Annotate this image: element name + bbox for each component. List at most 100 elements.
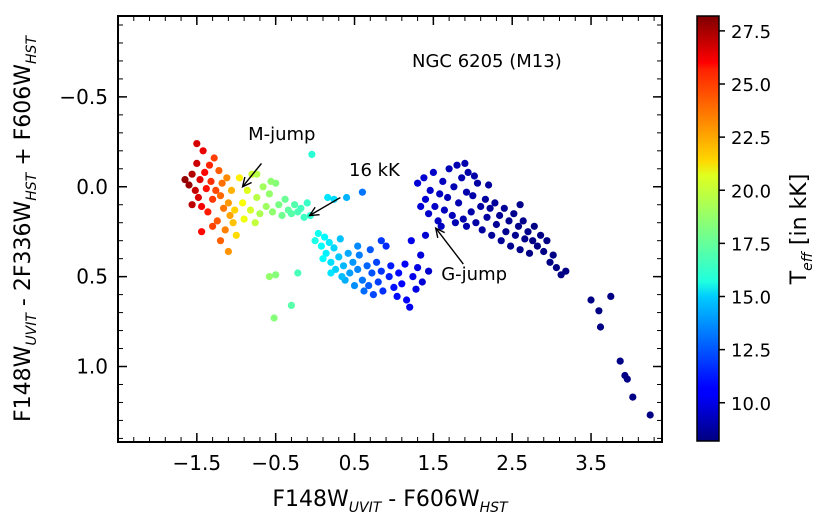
y-tick-label: 0.0 [76, 175, 108, 199]
data-point [540, 247, 548, 256]
data-point [198, 228, 206, 236]
data-point [521, 235, 529, 243]
data-point [239, 199, 247, 207]
data-point [349, 258, 357, 266]
data-point [227, 186, 236, 194]
x-axis-title: F148WUVIT - F606WHST [272, 487, 509, 516]
data-point [464, 168, 472, 176]
data-point [502, 228, 510, 236]
data-point [530, 222, 538, 230]
x-tick-label: 3.5 [575, 451, 607, 475]
data-point [339, 262, 348, 270]
data-point [616, 357, 624, 365]
colorbar [696, 15, 720, 442]
y-tick-label: 1.0 [76, 355, 108, 379]
data-point [327, 269, 335, 277]
data-point [488, 231, 496, 239]
y-tick-label: 0.5 [76, 265, 108, 289]
data-point [425, 267, 433, 275]
data-point [516, 246, 524, 254]
annotation-arrow [242, 162, 263, 188]
data-point [204, 208, 212, 216]
data-point [414, 264, 422, 272]
annotation-label: 16 kK [349, 160, 401, 181]
data-point [646, 411, 654, 419]
data-point [213, 217, 221, 225]
data-point [587, 296, 595, 304]
data-point [272, 271, 280, 279]
x-tick-label: 1.5 [417, 451, 449, 475]
data-point [278, 211, 286, 220]
data-point [418, 278, 426, 286]
data-point [524, 228, 532, 236]
annotation-arrowhead [241, 176, 252, 189]
data-point [382, 242, 390, 250]
data-point [346, 269, 354, 277]
colorbar-ticks: 10.0 12.5 15.0 17.5 20.0 22.5 25.0 27.5 [719, 22, 771, 415]
data-point [253, 193, 261, 202]
data-point [426, 186, 434, 194]
data-point [448, 211, 456, 220]
colorbar-tick-label: 12.5 [731, 341, 771, 362]
annotation-arrow [435, 227, 464, 265]
data-point [596, 323, 605, 331]
data-point [500, 204, 508, 212]
annotation-arrowhead [434, 226, 445, 239]
data-point [231, 206, 239, 214]
data-point [198, 202, 206, 211]
y-tick-label: −0.5 [59, 85, 108, 109]
data-point [205, 161, 214, 169]
data-point [321, 233, 329, 241]
data-point [414, 179, 422, 187]
data-point [451, 219, 459, 227]
data-point [275, 201, 283, 209]
data-point [287, 210, 295, 218]
x-tick-label: −0.5 [251, 451, 300, 475]
data-point [486, 204, 494, 212]
data-point [470, 172, 478, 180]
data-point [194, 193, 202, 202]
data-point [507, 242, 515, 250]
annotation-label: G-jump [441, 264, 507, 285]
data-point [459, 215, 467, 223]
data-point [363, 262, 371, 270]
data-point [185, 181, 193, 189]
data-point [421, 231, 430, 239]
data-point [607, 292, 615, 300]
data-point [387, 262, 395, 270]
data-point [390, 283, 398, 291]
data-point [218, 179, 226, 187]
data-point [377, 267, 385, 275]
data-point [201, 168, 209, 176]
data-point [467, 208, 475, 216]
data-point [287, 301, 295, 309]
data-point [202, 185, 210, 193]
data-point [229, 219, 237, 227]
data-point [496, 211, 504, 220]
data-point [215, 167, 223, 175]
data-point [188, 170, 196, 178]
annotation-label: M-jump [248, 124, 315, 145]
data-point [629, 393, 637, 401]
data-point [562, 267, 570, 275]
data-point [369, 291, 377, 299]
data-point [462, 188, 471, 196]
data-point [425, 210, 433, 218]
data-point [256, 210, 264, 218]
data-point [251, 219, 259, 227]
data-point [385, 273, 393, 281]
colorbar-tick-label: 27.5 [731, 22, 771, 43]
data-point [421, 195, 430, 203]
data-point [403, 296, 411, 304]
data-point [374, 278, 382, 286]
data-point [322, 249, 330, 257]
x-tick-label: −1.5 [173, 451, 222, 475]
data-point [338, 273, 346, 281]
data-point [243, 186, 251, 194]
data-point [216, 237, 225, 245]
data-point [379, 287, 387, 295]
data-point [216, 192, 225, 200]
data-point [481, 195, 489, 203]
data-point [434, 217, 442, 225]
